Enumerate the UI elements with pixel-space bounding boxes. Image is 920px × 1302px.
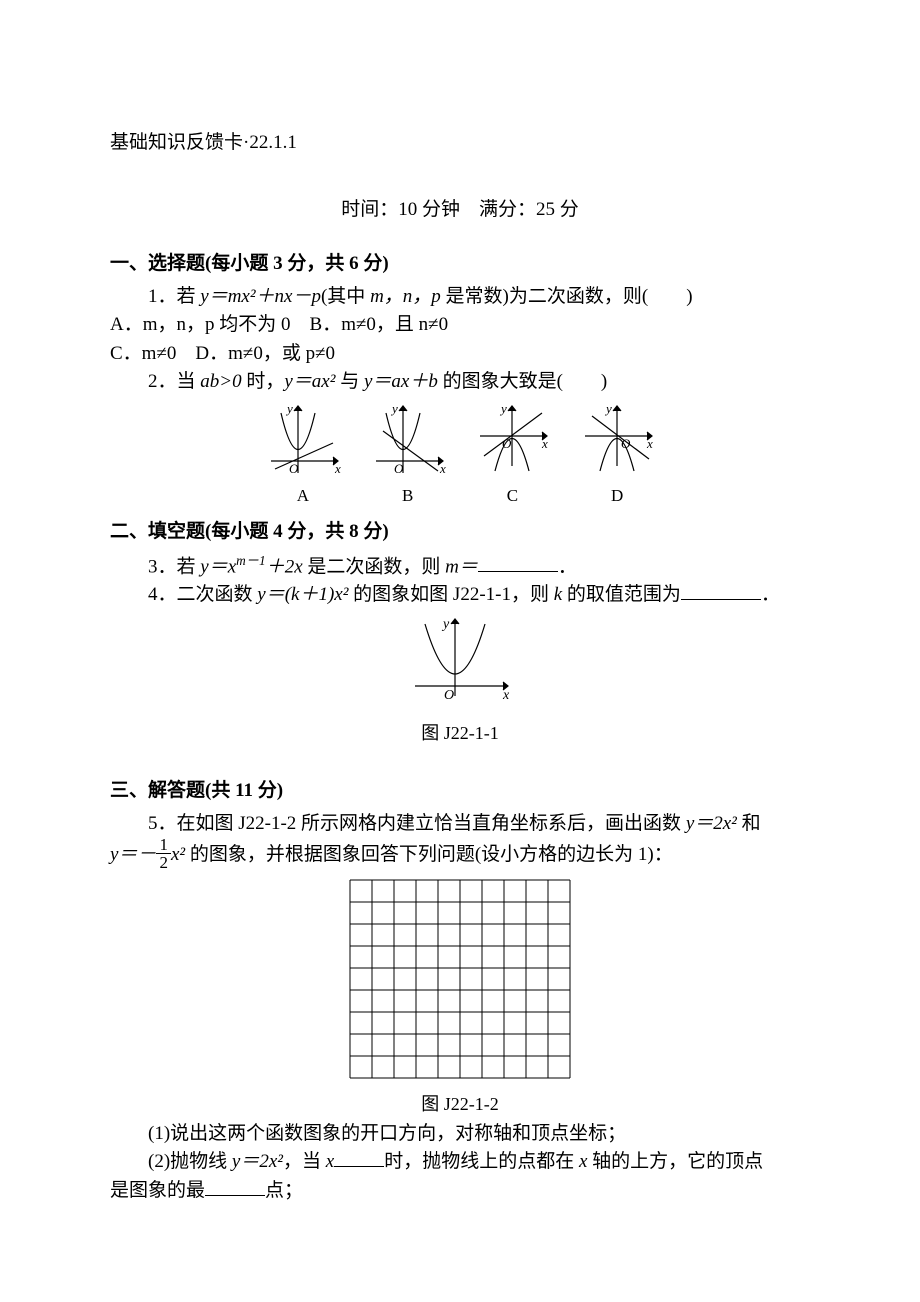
question-1: 1．若 y＝mx²＋nx－p(其中 m，n，p 是常数)为二次函数，则( ) (110, 283, 810, 312)
q2-graph-b: x y O B (368, 401, 448, 509)
svg-text:x: x (439, 461, 446, 476)
q1-opt-b: B．m≠0，且 n≠0 (310, 314, 449, 335)
q5s2-mid2: 时，抛物线上的点都在 (384, 1151, 579, 1172)
q5-l2-pre: y＝－ (110, 844, 156, 865)
q5-frac-num: 1 (156, 836, 171, 854)
q4-pre: 4．二次函数 (148, 584, 257, 605)
q3-blank (478, 553, 558, 572)
q1-options-line1: A．m，n，p 均不为 0 B．m≠0，且 n≠0 (110, 311, 810, 340)
q3-pre: 3．若 (148, 556, 200, 577)
q3-sup: m－1 (236, 553, 266, 568)
q3-mid: 是二次函数，则 (303, 556, 446, 577)
q5-f2-post: x² (171, 844, 185, 865)
q4-end: ． (761, 584, 780, 605)
q1-opt-c: C．m≠0 (110, 343, 176, 364)
q2-graph-d: x y O D (577, 401, 657, 509)
q1-mid: (其中 (321, 286, 370, 307)
q2-graph-row: x y O A x y O B (110, 401, 810, 509)
figure-j22-1-2-caption: 图 J22-1-2 (110, 1091, 810, 1118)
q4-var: k (554, 584, 562, 605)
q4-blank (681, 581, 761, 600)
q5-frac-den: 2 (156, 854, 171, 871)
q1-options-line2: C．m≠0 D．m≠0，或 p≠0 (110, 340, 810, 369)
q5s2-l2-post: 点； (265, 1180, 303, 1201)
q1-opt-d: D．m≠0，或 p≠0 (195, 343, 335, 364)
q5-sub2-line1: (2)抛物线 y＝2x²，当 x时，抛物线上的点都在 x 轴的上方，它的顶点 (110, 1148, 810, 1177)
q5-sub2-line2: 是图象的最 点； (110, 1177, 810, 1206)
svg-text:x: x (646, 436, 653, 451)
q5s2-pre: (2)抛物线 (148, 1151, 232, 1172)
q2-label-a: A (263, 483, 343, 509)
q2-label-c: C (472, 483, 552, 509)
q2-e2: y＝ax＋b (364, 371, 438, 392)
svg-text:y: y (604, 401, 612, 416)
q3-var: m＝ (445, 556, 478, 577)
svg-text:O: O (621, 436, 631, 451)
svg-text:x: x (334, 461, 341, 476)
q5s2-blank2 (205, 1177, 265, 1196)
svg-text:O: O (444, 688, 454, 703)
q2-pre: 2．当 (148, 371, 200, 392)
q5-pre: 5．在如图 J22-1-2 所示网格内建立恰当直角坐标系后，画出函数 (148, 813, 686, 834)
q1-post: 是常数)为二次函数，则( ) (441, 286, 693, 307)
q2-graph-c: x y O C (472, 401, 552, 509)
svg-text:y: y (390, 401, 398, 416)
time-score-line: 时间：10 分钟 满分：25 分 (110, 196, 810, 225)
svg-text:x: x (541, 436, 548, 451)
q2-and: 与 (335, 371, 364, 392)
q4-post2: 的取值范围为 (562, 584, 681, 605)
q2-post: 的图象大致是( ) (438, 371, 607, 392)
svg-text:y: y (285, 401, 293, 416)
section-1-heading: 一、选择题(每小题 3 分，共 6 分) (110, 250, 810, 279)
q3-expr-a: y＝x (200, 556, 236, 577)
q1-vars: m，n，p (370, 286, 441, 307)
q5-sub1: (1)说出这两个函数图象的开口方向，对称轴和顶点坐标； (110, 1120, 810, 1149)
q5-mid: 和 (737, 813, 761, 834)
q5-l2-post: 的图象，并根据图象回答下列问题(设小方格的边长为 1)： (185, 844, 673, 865)
q2-label-b: B (368, 483, 448, 509)
q5s2-blank1 (334, 1148, 384, 1167)
q5s2-mid3: 轴的上方，它的顶点 (587, 1151, 763, 1172)
q1-opt-a: A．m，n，p 均不为 0 (110, 314, 291, 335)
question-5-line2: y＝－12x² 的图象，并根据图象回答下列问题(设小方格的边长为 1)： (110, 838, 810, 873)
q5s2-mid: ，当 (283, 1151, 326, 1172)
svg-text:x: x (502, 688, 510, 703)
q5s2-var: x (326, 1151, 334, 1172)
q5-frac: 12 (156, 836, 171, 871)
q3-post: ． (558, 556, 577, 577)
svg-text:O: O (394, 461, 404, 476)
q2-e1: y＝ax² (284, 371, 335, 392)
doc-title: 基础知识反馈卡·22.1.1 (110, 129, 810, 158)
q1-expr: y＝mx²＋nx－p (200, 286, 321, 307)
question-2: 2．当 ab>0 时，y＝ax² 与 y＝ax＋b 的图象大致是( ) (110, 368, 810, 397)
q2-mid: 时， (242, 371, 285, 392)
question-3: 3．若 y＝xm－1＋2x 是二次函数，则 m＝ ． (110, 551, 810, 582)
q3-expr-b: ＋2x (266, 556, 303, 577)
q5-f1: y＝2x² (686, 813, 737, 834)
q5s2-l2-pre: 是图象的最 (110, 1180, 205, 1201)
q4-expr: y＝(k＋1)x² (257, 584, 348, 605)
q1-pre: 1．若 (148, 286, 200, 307)
grid-svg (349, 879, 571, 1079)
q4-mid: 的图象如图 J22-1-1，则 (348, 584, 553, 605)
q5s2-f: y＝2x² (232, 1151, 283, 1172)
q2-cond: ab>0 (200, 371, 241, 392)
section-2-heading: 二、填空题(每小题 4 分，共 8 分) (110, 518, 810, 547)
q2-graph-a: x y O A (263, 401, 343, 509)
question-4: 4．二次函数 y＝(k＋1)x² 的图象如图 J22-1-1，则 k 的取值范围… (110, 581, 810, 610)
figure-j22-1-2: 图 J22-1-2 (110, 879, 810, 1118)
figure-j22-1-1-caption: 图 J22-1-1 (110, 720, 810, 747)
svg-text:y: y (499, 401, 507, 416)
q2-label-d: D (577, 483, 657, 509)
svg-text:y: y (441, 617, 450, 632)
question-5-line1: 5．在如图 J22-1-2 所示网格内建立恰当直角坐标系后，画出函数 y＝2x²… (110, 810, 810, 839)
svg-text:O: O (502, 436, 512, 451)
svg-text:O: O (289, 461, 299, 476)
section-3-heading: 三、解答题(共 11 分) (110, 777, 810, 806)
figure-j22-1-1: x y O 图 J22-1-1 (110, 614, 810, 748)
